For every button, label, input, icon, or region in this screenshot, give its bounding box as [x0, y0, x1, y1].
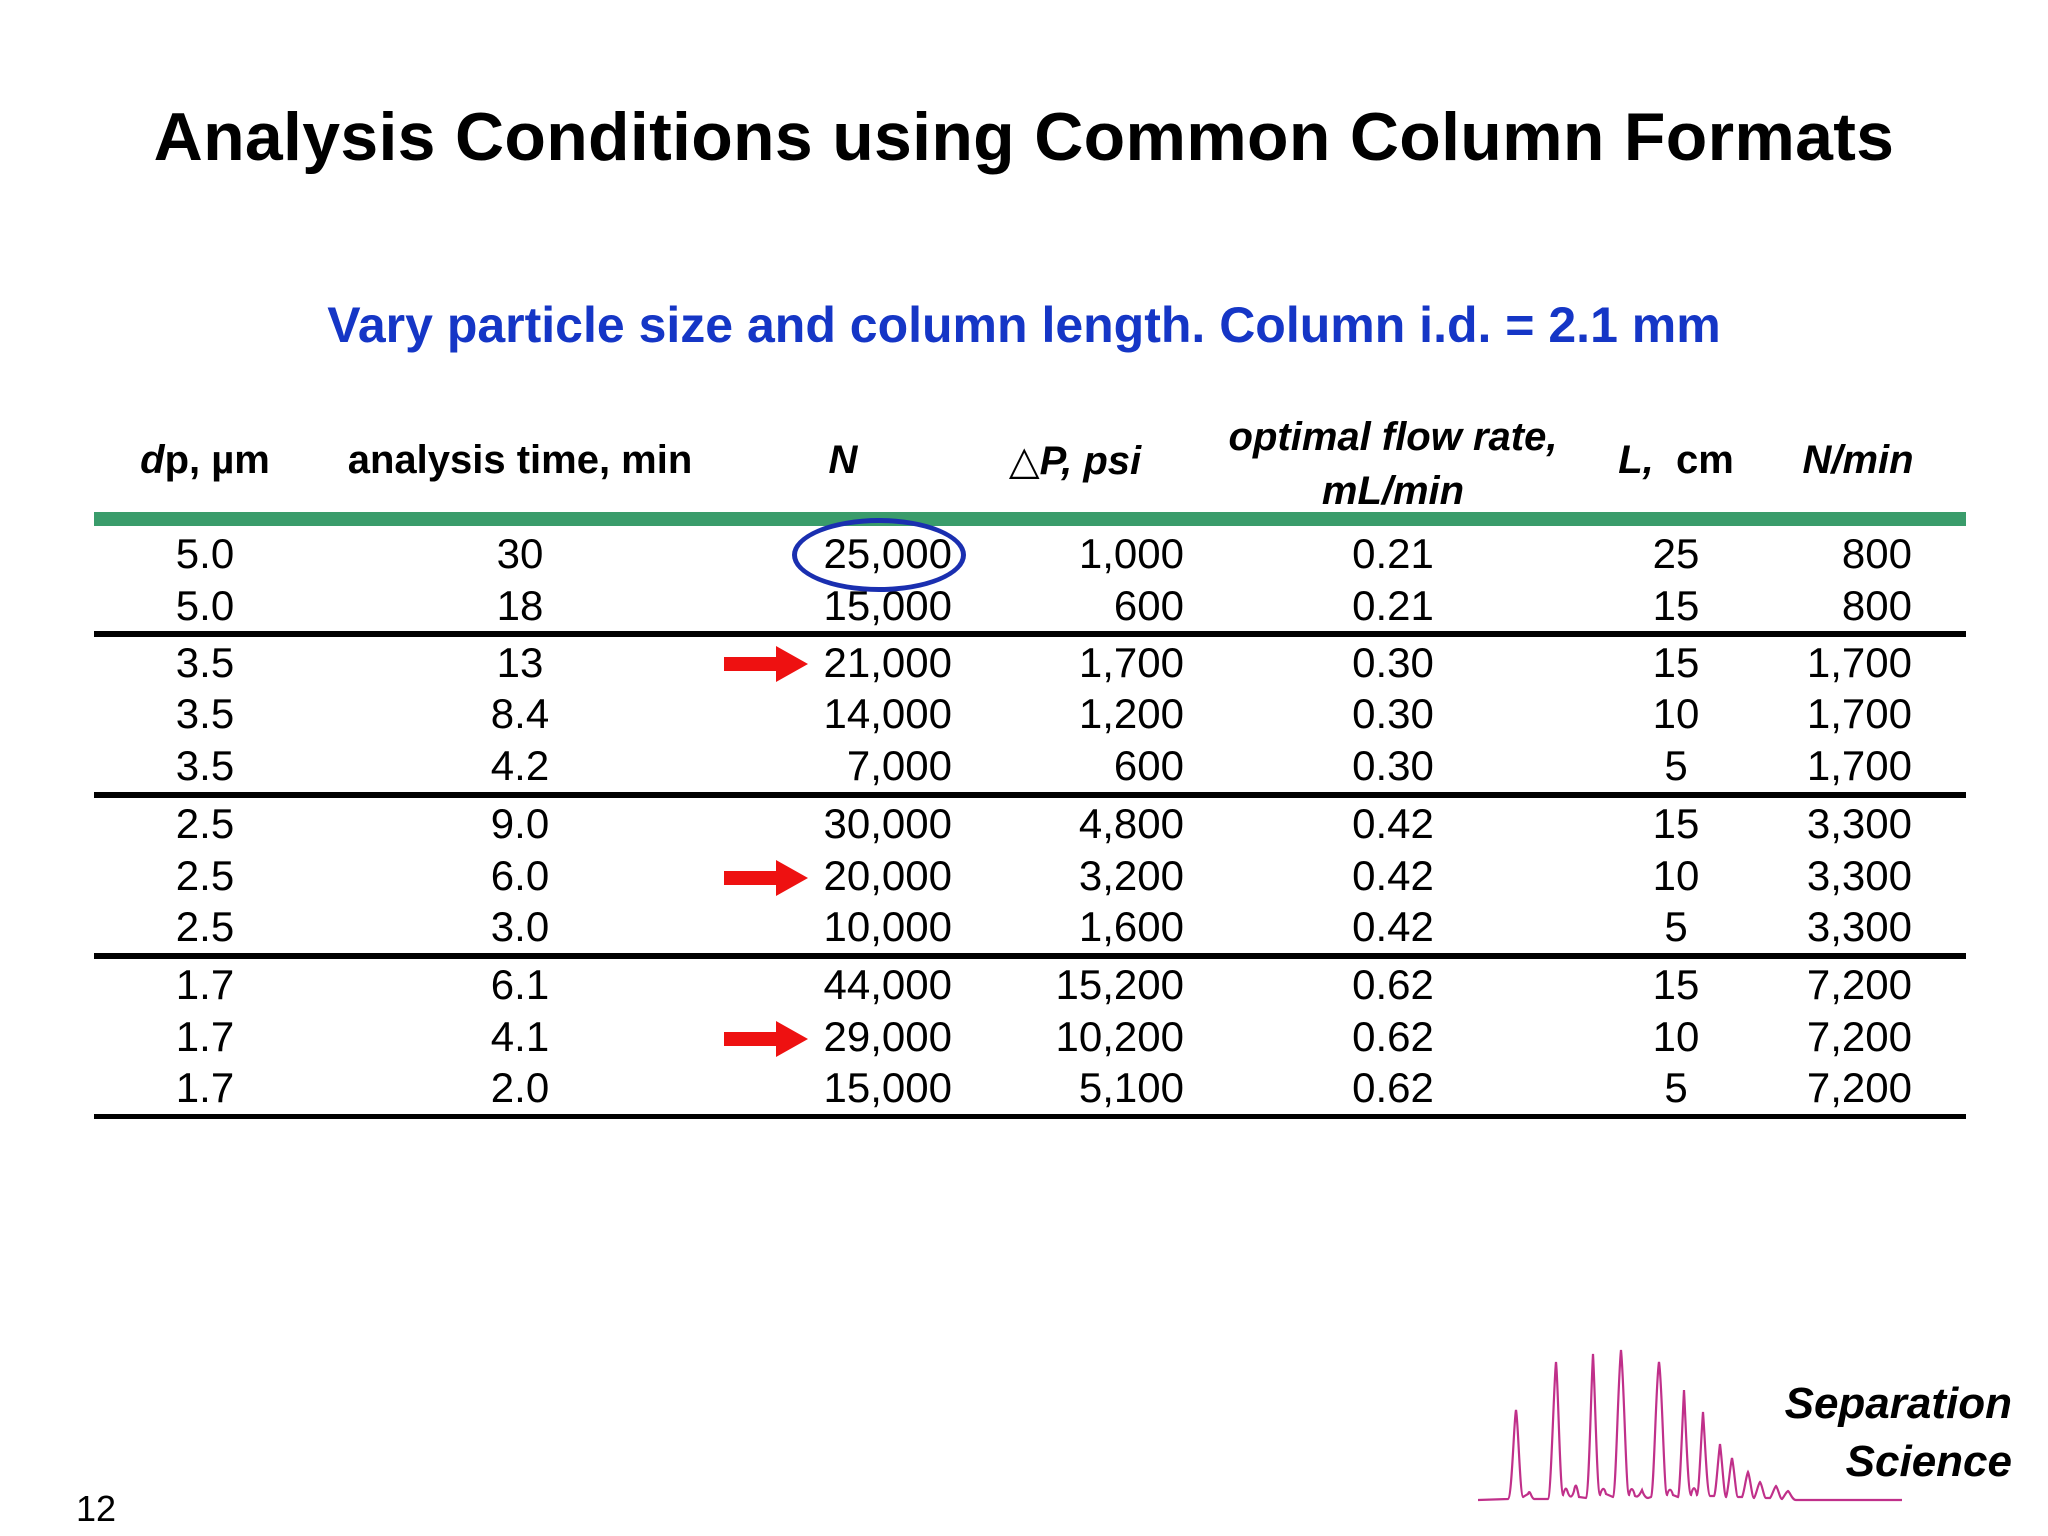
cell-flow-rate: 0.30 [1352, 690, 1434, 737]
cell-analysis-time: 9.0 [490, 800, 550, 847]
cell-particle-size: 3.5 [175, 742, 235, 789]
cell-particle-size: 3.5 [175, 639, 235, 686]
cell-n-per-min: 3,300 [1806, 852, 1912, 899]
cell-analysis-time: 4.2 [490, 742, 550, 789]
cell-particle-size: 2.5 [175, 852, 235, 899]
cell-analysis-time: 6.1 [490, 961, 550, 1008]
cell-pressure: 3,200 [1078, 852, 1184, 899]
slide-subtitle: Vary particle size and column length. Co… [327, 297, 1721, 353]
cell-column-length: 15 [1652, 800, 1700, 847]
cell-analysis-time: 6.0 [490, 852, 550, 899]
cell-n-per-min: 1,700 [1806, 690, 1912, 737]
cell-particle-size: 3.5 [175, 690, 235, 737]
cell-pressure: 600 [1113, 582, 1184, 629]
group-divider [94, 953, 1966, 959]
cell-n-per-min: 800 [1841, 582, 1912, 629]
cell-flow-rate: 0.30 [1352, 639, 1434, 686]
cell-plate-number: 15,000 [823, 1064, 952, 1111]
cell-column-length: 10 [1652, 852, 1700, 899]
cell-flow-rate: 0.21 [1352, 582, 1434, 629]
header-analysis-time: analysis time, min [347, 438, 693, 482]
cell-n-per-min: 3,300 [1806, 903, 1912, 950]
group-divider [94, 792, 1966, 798]
header-optimal-flow-rate: optimal flow rate, mL/min [1228, 415, 1558, 513]
cell-particle-size: 2.5 [175, 903, 235, 950]
cell-column-length: 5 [1664, 742, 1688, 789]
cell-n-per-min: 800 [1841, 530, 1912, 577]
highlight-circle [792, 518, 966, 592]
cell-pressure: 15,200 [1055, 961, 1184, 1008]
cell-particle-size: 5.0 [175, 530, 235, 577]
header-n-per-min: N/min [1802, 438, 1914, 482]
cell-column-length: 10 [1652, 1013, 1700, 1060]
cell-particle-size: 5.0 [175, 582, 235, 629]
cell-pressure: 1,000 [1078, 530, 1184, 577]
cell-pressure: 4,800 [1078, 800, 1184, 847]
group-divider [94, 631, 1966, 637]
cell-analysis-time: 30 [496, 530, 544, 577]
cell-column-length: 25 [1652, 530, 1700, 577]
logo-line-2: Science [1845, 1437, 2012, 1487]
cell-column-length: 15 [1652, 961, 1700, 1008]
red-arrow-icon [724, 860, 808, 896]
cell-flow-rate: 0.30 [1352, 742, 1434, 789]
page-number: 12 [76, 1488, 117, 1529]
red-arrow-icon [724, 1021, 808, 1057]
cell-pressure: 1,200 [1078, 690, 1184, 737]
header-particle-size: dp, µm [140, 438, 270, 482]
cell-plate-number: 30,000 [823, 800, 952, 847]
cell-particle-size: 1.7 [175, 961, 235, 1008]
chromatogram-logo-icon [1478, 1349, 1902, 1502]
cell-n-per-min: 7,200 [1806, 1064, 1912, 1111]
header-plate-number: N [828, 438, 858, 482]
cell-plate-number: 14,000 [823, 690, 952, 737]
cell-analysis-time: 18 [496, 582, 544, 629]
cell-analysis-time: 8.4 [490, 690, 550, 737]
cell-n-per-min: 7,200 [1806, 961, 1912, 1008]
cell-plate-number: 10,000 [823, 903, 952, 950]
cell-column-length: 5 [1664, 1064, 1688, 1111]
cell-analysis-time: 13 [496, 639, 544, 686]
cell-column-length: 5 [1664, 903, 1688, 950]
cell-flow-rate: 0.42 [1352, 800, 1434, 847]
cell-column-length: 10 [1652, 690, 1700, 737]
table-bottom-rule [94, 1114, 1966, 1119]
cell-pressure: 600 [1113, 742, 1184, 789]
cell-pressure: 1,700 [1078, 639, 1184, 686]
logo-line-1: Separation [1784, 1379, 2012, 1428]
cell-plate-number: 29,000 [823, 1013, 952, 1060]
cell-column-length: 15 [1652, 582, 1700, 629]
cell-pressure: 10,200 [1055, 1013, 1184, 1060]
cell-flow-rate: 0.62 [1352, 1064, 1434, 1111]
cell-flow-rate: 0.42 [1352, 903, 1434, 950]
cell-analysis-time: 3.0 [490, 903, 550, 950]
cell-plate-number: 21,000 [823, 639, 952, 686]
cell-pressure: 5,100 [1078, 1064, 1184, 1111]
delta-icon: △ [1008, 439, 1040, 483]
red-arrow-icon [724, 646, 808, 682]
header-pressure-drop: △P, psi [1008, 439, 1142, 483]
header-rule [94, 512, 1966, 526]
cell-particle-size: 1.7 [175, 1013, 235, 1060]
cell-plate-number: 20,000 [823, 852, 952, 899]
header-column-length: L, cm [1618, 438, 1734, 482]
cell-flow-rate: 0.21 [1352, 530, 1434, 577]
cell-n-per-min: 1,700 [1806, 742, 1912, 789]
cell-n-per-min: 3,300 [1806, 800, 1912, 847]
cell-plate-number: 44,000 [823, 961, 952, 1008]
cell-analysis-time: 4.1 [490, 1013, 550, 1060]
separation-science-logo: Separation Science [1785, 1375, 2012, 1491]
cell-flow-rate: 0.62 [1352, 961, 1434, 1008]
cell-analysis-time: 2.0 [490, 1064, 550, 1111]
cell-n-per-min: 7,200 [1806, 1013, 1912, 1060]
cell-plate-number: 7,000 [846, 742, 952, 789]
slide-title: Analysis Conditions using Common Column … [153, 99, 1895, 175]
cell-flow-rate: 0.62 [1352, 1013, 1434, 1060]
cell-n-per-min: 1,700 [1806, 639, 1912, 686]
cell-pressure: 1,600 [1078, 903, 1184, 950]
cell-particle-size: 2.5 [175, 800, 235, 847]
cell-column-length: 15 [1652, 639, 1700, 686]
cell-particle-size: 1.7 [175, 1064, 235, 1111]
cell-flow-rate: 0.42 [1352, 852, 1434, 899]
